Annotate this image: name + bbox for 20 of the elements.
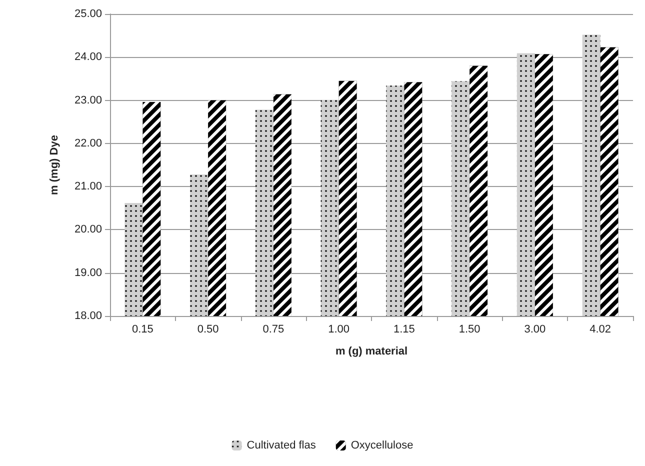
y-tick-label: 25.00 <box>74 8 102 20</box>
y-tick-label: 20.00 <box>74 224 102 236</box>
x-tick-label: 1.00 <box>328 324 350 336</box>
x-axis-title: m (g) material <box>335 346 408 358</box>
y-tick-label: 21.00 <box>74 180 102 193</box>
x-tick-label: 0.75 <box>262 324 284 336</box>
y-axis-title: m (mg) Dye <box>48 135 60 195</box>
y-tick-label: 18.00 <box>74 310 102 322</box>
x-tick-label: 3.00 <box>524 324 546 336</box>
x-tick-label: 1.15 <box>393 324 415 336</box>
legend-label: Cultivated flas <box>246 440 316 452</box>
x-tick-label: 0.15 <box>132 324 154 336</box>
y-tick-label: 23.00 <box>74 94 102 106</box>
legend-label: Oxycellulose <box>350 440 414 452</box>
y-tick-label: 19.00 <box>74 266 102 279</box>
x-tick-label: 1.50 <box>458 324 480 336</box>
y-tick-label: 22.00 <box>74 137 102 150</box>
x-tick-label: 4.02 <box>590 324 612 336</box>
y-tick-label: 24.00 <box>74 51 102 64</box>
x-tick-label: 0.50 <box>197 324 219 336</box>
